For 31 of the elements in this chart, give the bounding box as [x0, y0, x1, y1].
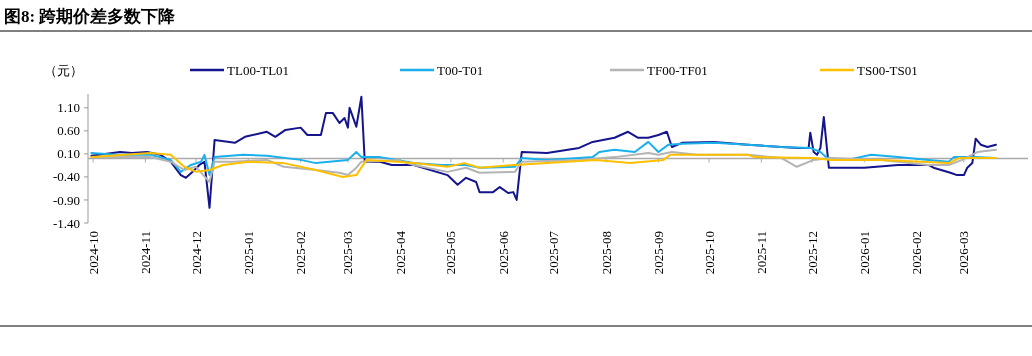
x-tick-label: 2025-09 — [650, 231, 666, 275]
x-tick-label: 2025-01 — [240, 231, 256, 275]
legend-label: T00-T01 — [437, 62, 484, 78]
x-tick-label: 2026-02 — [909, 231, 925, 275]
x-tick-label: 2025-07 — [546, 230, 562, 275]
y-tick-label: -0.40 — [52, 169, 80, 185]
chart-title: 图8: 跨期价差多数下降 — [4, 7, 177, 26]
y-tick-label: 0.60 — [57, 123, 80, 139]
x-tick-label: 2025-08 — [598, 231, 614, 275]
x-tick-label: 2025-06 — [495, 230, 511, 275]
y-tick-label: 0.10 — [57, 146, 80, 162]
x-tick-label: 2025-04 — [392, 230, 408, 275]
legend-label: TL00-TL01 — [227, 62, 290, 78]
y-axis-title: （元） — [44, 63, 83, 78]
x-tick-label: 2024-11 — [137, 231, 153, 274]
x-tick-label: 2025-05 — [443, 231, 459, 275]
x-tick-label: 2024-12 — [188, 231, 204, 275]
x-tick-label: 2025-02 — [293, 231, 309, 275]
x-tick-label: 2025-10 — [701, 231, 717, 275]
x-tick-label: 2025-03 — [340, 231, 356, 275]
y-tick-label: -0.90 — [52, 192, 80, 208]
legend-label: TF00-TF01 — [647, 62, 708, 78]
x-tick-label: 2024-10 — [85, 231, 101, 275]
x-tick-label: 2026-03 — [956, 231, 972, 275]
x-tick-label: 2026-01 — [856, 231, 872, 275]
line-series — [90, 95, 997, 209]
x-tick-label: 2025-12 — [804, 231, 820, 275]
legend-label: TS00-TS01 — [857, 62, 918, 78]
y-tick-label: -1.40 — [52, 215, 80, 231]
y-tick-label: 1.10 — [57, 100, 80, 116]
x-tick-label: 2025-11 — [753, 231, 769, 274]
